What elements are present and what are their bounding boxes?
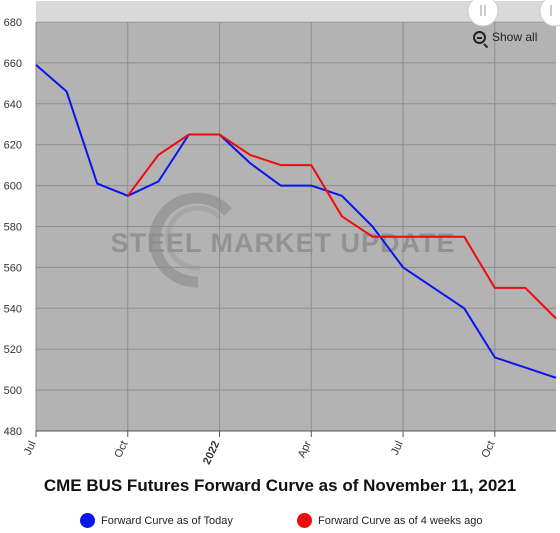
data-point[interactable] [35, 64, 37, 66]
data-point[interactable] [127, 195, 129, 197]
forward-curve-chart: STEEL MARKET UPDATE 480 500 520 540 560 580 60… [4, 0, 560, 466]
y-tick-label: 500 [4, 385, 22, 397]
data-point[interactable] [96, 183, 98, 185]
data-point[interactable] [188, 133, 190, 135]
watermark-logo: STEEL MARKET UPDATE [110, 192, 455, 288]
x-tick-label: Oct [479, 439, 497, 460]
y-tick-label: 660 [4, 58, 22, 70]
legend-label-4-weeks-ago: Forward Curve as of 4 weeks ago [318, 514, 483, 527]
data-point[interactable] [280, 185, 282, 187]
chart-title: CME BUS Futures Forward Curve as of Nove… [43, 476, 517, 495]
zoom-out-icon [473, 30, 486, 44]
series-line-1[interactable] [126, 133, 557, 320]
y-tick-label: 540 [4, 303, 22, 315]
data-point[interactable] [157, 154, 159, 156]
x-tick-label: Jul [22, 439, 39, 457]
data-point[interactable] [249, 154, 251, 156]
legend-swatch-4-weeks-ago [297, 513, 312, 528]
data-point[interactable] [494, 287, 496, 289]
range-handle[interactable] [467, 0, 560, 27]
data-point[interactable] [310, 164, 312, 166]
y-tick-label: 620 [4, 140, 22, 152]
x-tick-label: Apr [296, 439, 314, 460]
data-point[interactable] [524, 287, 526, 289]
data-point[interactable] [341, 215, 343, 217]
legend-label-today: Forward Curve as of Today [101, 514, 233, 527]
data-point[interactable] [157, 181, 159, 183]
range-navigator[interactable] [36, 1, 556, 21]
show-all-label: Show all [492, 30, 538, 44]
legend-swatch-today [80, 513, 95, 528]
data-point[interactable] [371, 226, 373, 228]
chart-legend: Forward Curve as of Today Forward Curve … [0, 513, 560, 533]
data-point[interactable] [402, 236, 404, 238]
y-tick-label: 680 [4, 17, 22, 29]
y-tick-label: 480 [4, 426, 22, 438]
y-tick-label: 580 [4, 222, 22, 234]
watermark-text: STEEL MARKET UPDATE [110, 228, 455, 258]
data-point[interactable] [310, 185, 312, 187]
data-point[interactable] [371, 236, 373, 238]
y-tick-label: 560 [4, 262, 22, 274]
data-point[interactable] [341, 195, 343, 197]
legend-item-today[interactable]: Forward Curve as of Today [80, 513, 233, 528]
y-tick-label: 640 [4, 99, 22, 111]
range-handle-right[interactable] [539, 0, 560, 27]
data-point[interactable] [402, 266, 404, 268]
y-tick-label: 520 [4, 344, 22, 356]
data-point[interactable] [249, 162, 251, 164]
x-tick-label: 2022 [201, 439, 222, 466]
series-line-0[interactable] [35, 64, 557, 379]
data-point[interactable] [219, 133, 221, 135]
y-tick-label: 600 [4, 181, 22, 193]
show-all-button[interactable]: Show all [473, 30, 537, 44]
data-point[interactable] [494, 356, 496, 358]
range-handle-left[interactable] [467, 0, 499, 27]
x-tick-label: Oct [112, 439, 130, 460]
data-point[interactable] [280, 164, 282, 166]
data-point[interactable] [463, 307, 465, 309]
data-point[interactable] [555, 377, 557, 379]
legend-item-4-weeks-ago[interactable]: Forward Curve as of 4 weeks ago [297, 513, 482, 528]
data-point[interactable] [524, 367, 526, 369]
data-point[interactable] [66, 91, 68, 93]
x-tick-label: Jul [389, 439, 406, 457]
data-point[interactable] [463, 236, 465, 238]
data-point[interactable] [555, 318, 557, 320]
